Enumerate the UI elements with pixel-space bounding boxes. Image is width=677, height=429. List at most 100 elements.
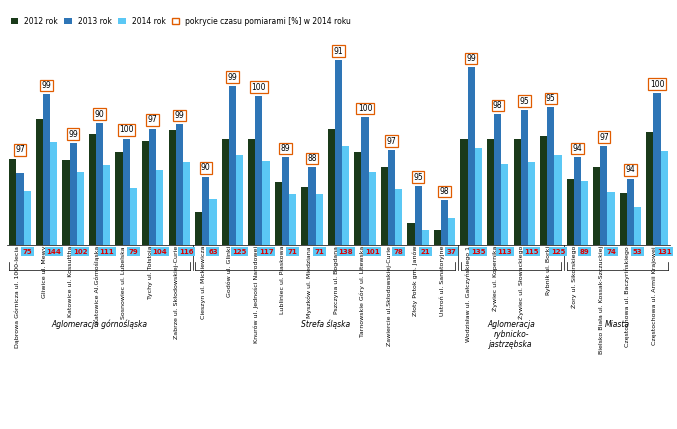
Bar <box>43 94 50 245</box>
Text: 21: 21 <box>420 249 430 255</box>
Text: 138: 138 <box>338 249 353 255</box>
Text: 104: 104 <box>152 249 167 255</box>
Text: 97: 97 <box>387 137 397 146</box>
Bar <box>468 67 475 245</box>
Text: 89: 89 <box>280 144 290 153</box>
Bar <box>460 139 468 245</box>
Bar <box>142 141 149 245</box>
Bar <box>422 230 429 245</box>
Text: 125: 125 <box>232 249 246 255</box>
Text: 101: 101 <box>365 249 380 255</box>
Text: 97: 97 <box>599 133 609 142</box>
Text: 90: 90 <box>95 110 104 119</box>
Bar <box>301 187 309 245</box>
Text: 90: 90 <box>201 163 211 172</box>
Bar <box>77 172 84 245</box>
Bar <box>501 164 508 245</box>
Bar <box>647 132 653 245</box>
Text: 99: 99 <box>68 130 78 139</box>
Bar <box>661 151 668 245</box>
Bar <box>448 218 456 245</box>
Text: 100: 100 <box>252 82 266 91</box>
Legend: 2012 rok, 2013 rok, 2014 rok, pokrycie czasu pomiarami [%] w 2014 roku: 2012 rok, 2013 rok, 2014 rok, pokrycie c… <box>11 17 351 26</box>
Bar <box>408 223 414 245</box>
Bar <box>514 139 521 245</box>
Text: 117: 117 <box>259 249 274 255</box>
Bar <box>309 167 315 245</box>
Text: 99: 99 <box>466 54 476 63</box>
Text: 63: 63 <box>208 249 218 255</box>
Bar <box>328 129 335 245</box>
Text: Miasta: Miasta <box>605 320 630 329</box>
Bar <box>494 115 501 245</box>
Bar <box>574 157 581 245</box>
Bar <box>263 161 269 245</box>
Text: 111: 111 <box>100 249 114 255</box>
Text: 97: 97 <box>148 115 158 124</box>
Text: 94: 94 <box>626 166 635 175</box>
Bar <box>96 123 103 245</box>
Text: 88: 88 <box>307 154 317 163</box>
Bar <box>441 200 448 245</box>
Text: 135: 135 <box>471 249 485 255</box>
Bar <box>354 151 362 245</box>
Bar <box>62 160 70 245</box>
Bar <box>434 230 441 245</box>
Bar <box>169 130 176 245</box>
Text: 100: 100 <box>650 80 664 89</box>
Bar <box>116 151 123 245</box>
Text: 71: 71 <box>288 249 297 255</box>
Bar <box>381 167 388 245</box>
Bar <box>475 148 482 245</box>
Bar <box>36 119 43 245</box>
Text: 98: 98 <box>440 187 450 196</box>
Text: 100: 100 <box>119 125 133 134</box>
Bar <box>202 177 209 245</box>
Bar <box>103 165 110 245</box>
Bar <box>248 139 255 245</box>
Bar <box>600 146 607 245</box>
Text: 99: 99 <box>175 111 184 120</box>
Bar <box>156 170 163 245</box>
Text: 74: 74 <box>606 249 616 255</box>
Bar <box>395 189 402 245</box>
Bar <box>275 181 282 245</box>
Text: 125: 125 <box>551 249 565 255</box>
Bar <box>567 179 574 245</box>
Bar <box>521 110 528 245</box>
Bar <box>282 157 289 245</box>
Text: 99: 99 <box>227 73 237 82</box>
Bar <box>24 191 30 245</box>
Bar <box>342 146 349 245</box>
Bar <box>619 193 627 245</box>
Bar <box>70 143 77 245</box>
Bar <box>209 199 217 245</box>
Bar <box>236 155 243 245</box>
Text: 95: 95 <box>413 172 423 181</box>
Text: 144: 144 <box>46 249 61 255</box>
Text: 71: 71 <box>314 249 324 255</box>
Text: 37: 37 <box>447 249 457 255</box>
Bar <box>130 188 137 245</box>
Text: 97: 97 <box>15 145 25 154</box>
Bar <box>176 124 183 245</box>
Bar <box>547 107 554 245</box>
Text: 99: 99 <box>42 81 51 90</box>
Bar <box>388 150 395 245</box>
Bar <box>315 194 323 245</box>
Text: 98: 98 <box>493 101 502 110</box>
Text: 100: 100 <box>357 104 372 113</box>
Bar <box>221 139 229 245</box>
Text: 91: 91 <box>334 47 343 56</box>
Bar <box>50 142 58 245</box>
Bar <box>593 167 600 245</box>
Text: 53: 53 <box>633 249 642 255</box>
Bar <box>653 93 661 245</box>
Bar <box>335 60 342 245</box>
Bar <box>289 194 296 245</box>
Text: 131: 131 <box>657 249 672 255</box>
Bar <box>123 139 130 245</box>
Bar <box>540 136 547 245</box>
Bar <box>368 172 376 245</box>
Bar <box>554 155 561 245</box>
